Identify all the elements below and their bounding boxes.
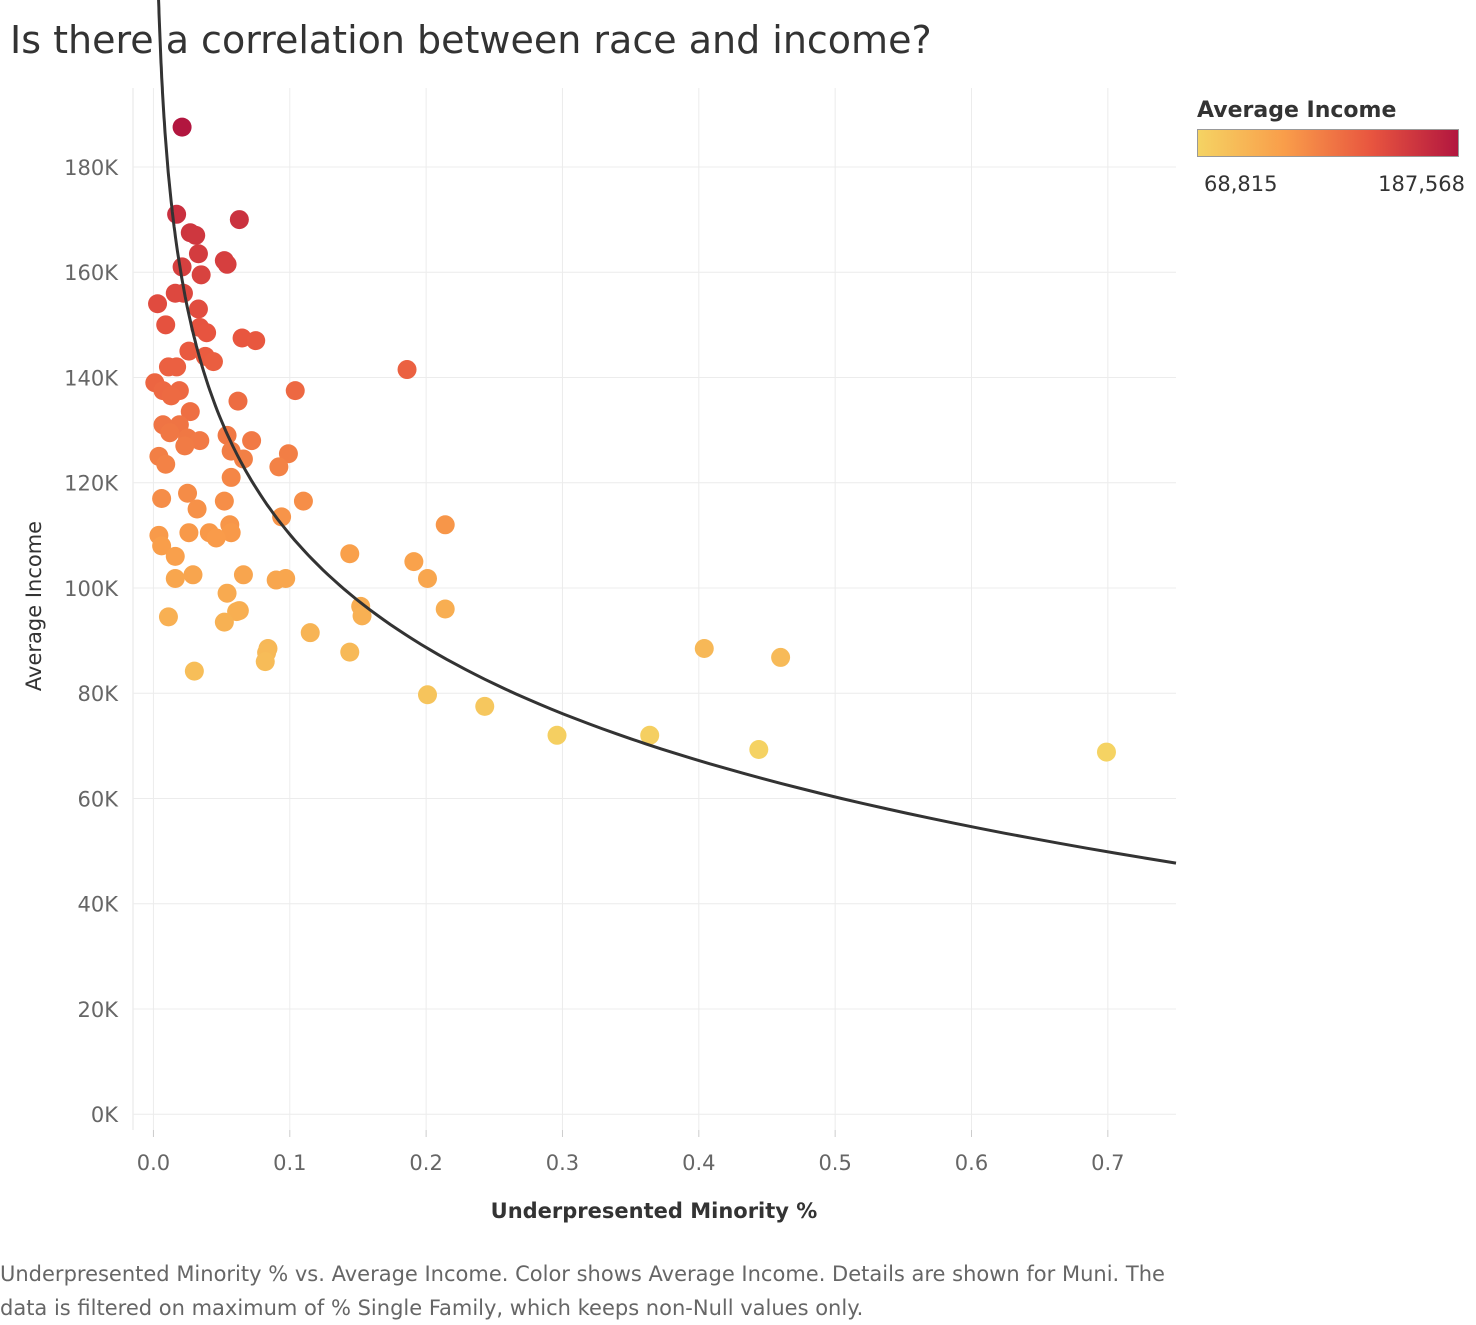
data-point[interactable] [255,652,275,672]
color-legend[interactable]: Average Income 68,815 187,568 [1197,98,1467,196]
data-point[interactable] [300,623,320,643]
data-point[interactable] [228,391,248,411]
data-point[interactable] [184,661,204,681]
data-point[interactable] [233,449,253,469]
x-tick-label: 0.3 [546,1151,579,1175]
page-title: Is there a correlation between race and … [10,18,932,62]
data-point[interactable] [187,499,207,519]
data-point[interactable] [278,444,298,464]
data-point[interactable] [397,360,417,380]
y-tick-label: 120K [64,472,119,496]
data-point[interactable] [165,546,185,566]
data-point[interactable] [160,423,180,443]
data-point[interactable] [183,565,203,585]
data-point[interactable] [272,507,292,527]
data-point[interactable] [148,294,168,314]
data-point[interactable] [229,210,249,230]
data-point[interactable] [417,685,437,705]
y-tick-label: 160K [64,261,119,285]
data-point[interactable] [197,323,217,343]
data-point[interactable] [165,568,185,588]
data-point[interactable] [221,523,241,543]
y-axis-title: Average Income [22,521,46,691]
legend-gradient-bar [1197,129,1459,157]
data-point[interactable] [217,583,237,603]
data-point[interactable] [188,299,208,319]
data-point[interactable] [175,436,195,456]
x-tick-label: 0.4 [682,1151,715,1175]
data-point[interactable] [285,381,305,401]
data-point[interactable] [404,552,424,572]
data-point[interactable] [771,647,791,667]
data-point[interactable] [694,638,714,658]
data-point[interactable] [246,331,266,351]
legend-title: Average Income [1197,98,1397,123]
x-axis-ticks: 0.0 0.1 0.2 0.3 0.4 0.5 0.6 0.7 [137,1130,1125,1175]
legend-max-label: 187,568 [1378,172,1465,196]
grid-lines [132,88,1176,1130]
trend-line[interactable] [154,0,1177,865]
data-point[interactable] [191,265,211,285]
data-point[interactable] [340,544,360,564]
data-point[interactable] [214,491,234,511]
data-point[interactable] [233,565,253,585]
x-tick-label: 0.0 [137,1151,170,1175]
data-point[interactable] [340,642,360,662]
x-axis-title: Underpresented Minority % [491,1199,818,1223]
data-point[interactable] [475,696,495,716]
x-tick-label: 0.2 [409,1151,442,1175]
data-point[interactable] [179,341,199,361]
data-point[interactable] [293,491,313,511]
data-point[interactable] [217,254,237,274]
data-point[interactable] [188,244,208,264]
y-tick-label: 40K [78,893,120,917]
data-point[interactable] [158,607,178,627]
data-point[interactable] [161,386,181,406]
y-tick-label: 180K [64,156,119,180]
data-point[interactable] [206,528,226,548]
y-tick-label: 20K [78,998,120,1022]
data-point[interactable] [180,402,200,422]
y-tick-label: 80K [78,682,120,706]
x-tick-label: 0.6 [955,1151,988,1175]
data-point[interactable] [186,225,206,245]
y-tick-label: 100K [64,577,119,601]
x-tick-label: 0.5 [818,1151,851,1175]
data-point[interactable] [1096,742,1116,762]
data-points [145,117,1116,762]
data-point[interactable] [214,612,234,632]
data-point[interactable] [242,431,262,451]
data-point[interactable] [435,599,455,619]
data-point[interactable] [167,357,187,377]
data-point[interactable] [156,315,176,335]
y-tick-label: 140K [64,366,119,390]
data-point[interactable] [221,467,241,487]
data-point[interactable] [179,523,199,543]
data-point[interactable] [352,606,372,626]
data-point[interactable] [417,568,437,588]
data-point[interactable] [156,454,176,474]
data-point[interactable] [190,431,210,451]
y-tick-label: 60K [78,787,120,811]
data-point[interactable] [152,536,172,556]
data-point[interactable] [640,725,660,745]
data-point[interactable] [435,515,455,535]
data-point[interactable] [203,352,223,372]
data-point[interactable] [178,483,198,503]
data-point[interactable] [269,457,289,477]
data-point[interactable] [547,725,567,745]
data-point[interactable] [167,204,187,224]
chart-caption: Underpresented Minority % vs. Average In… [0,1262,1165,1320]
x-tick-label: 0.7 [1091,1151,1124,1175]
x-tick-label: 0.1 [273,1151,306,1175]
y-axis-ticks: 0K 20K 40K 60K 80K 100K 120K 140K 160K 180K [64,156,119,1127]
data-point[interactable] [172,117,192,137]
y-tick-label: 0K [91,1103,119,1127]
data-point[interactable] [749,740,769,760]
legend-min-label: 68,815 [1204,172,1278,196]
data-point[interactable] [172,257,192,277]
data-point[interactable] [152,488,172,508]
data-point[interactable] [266,570,286,590]
